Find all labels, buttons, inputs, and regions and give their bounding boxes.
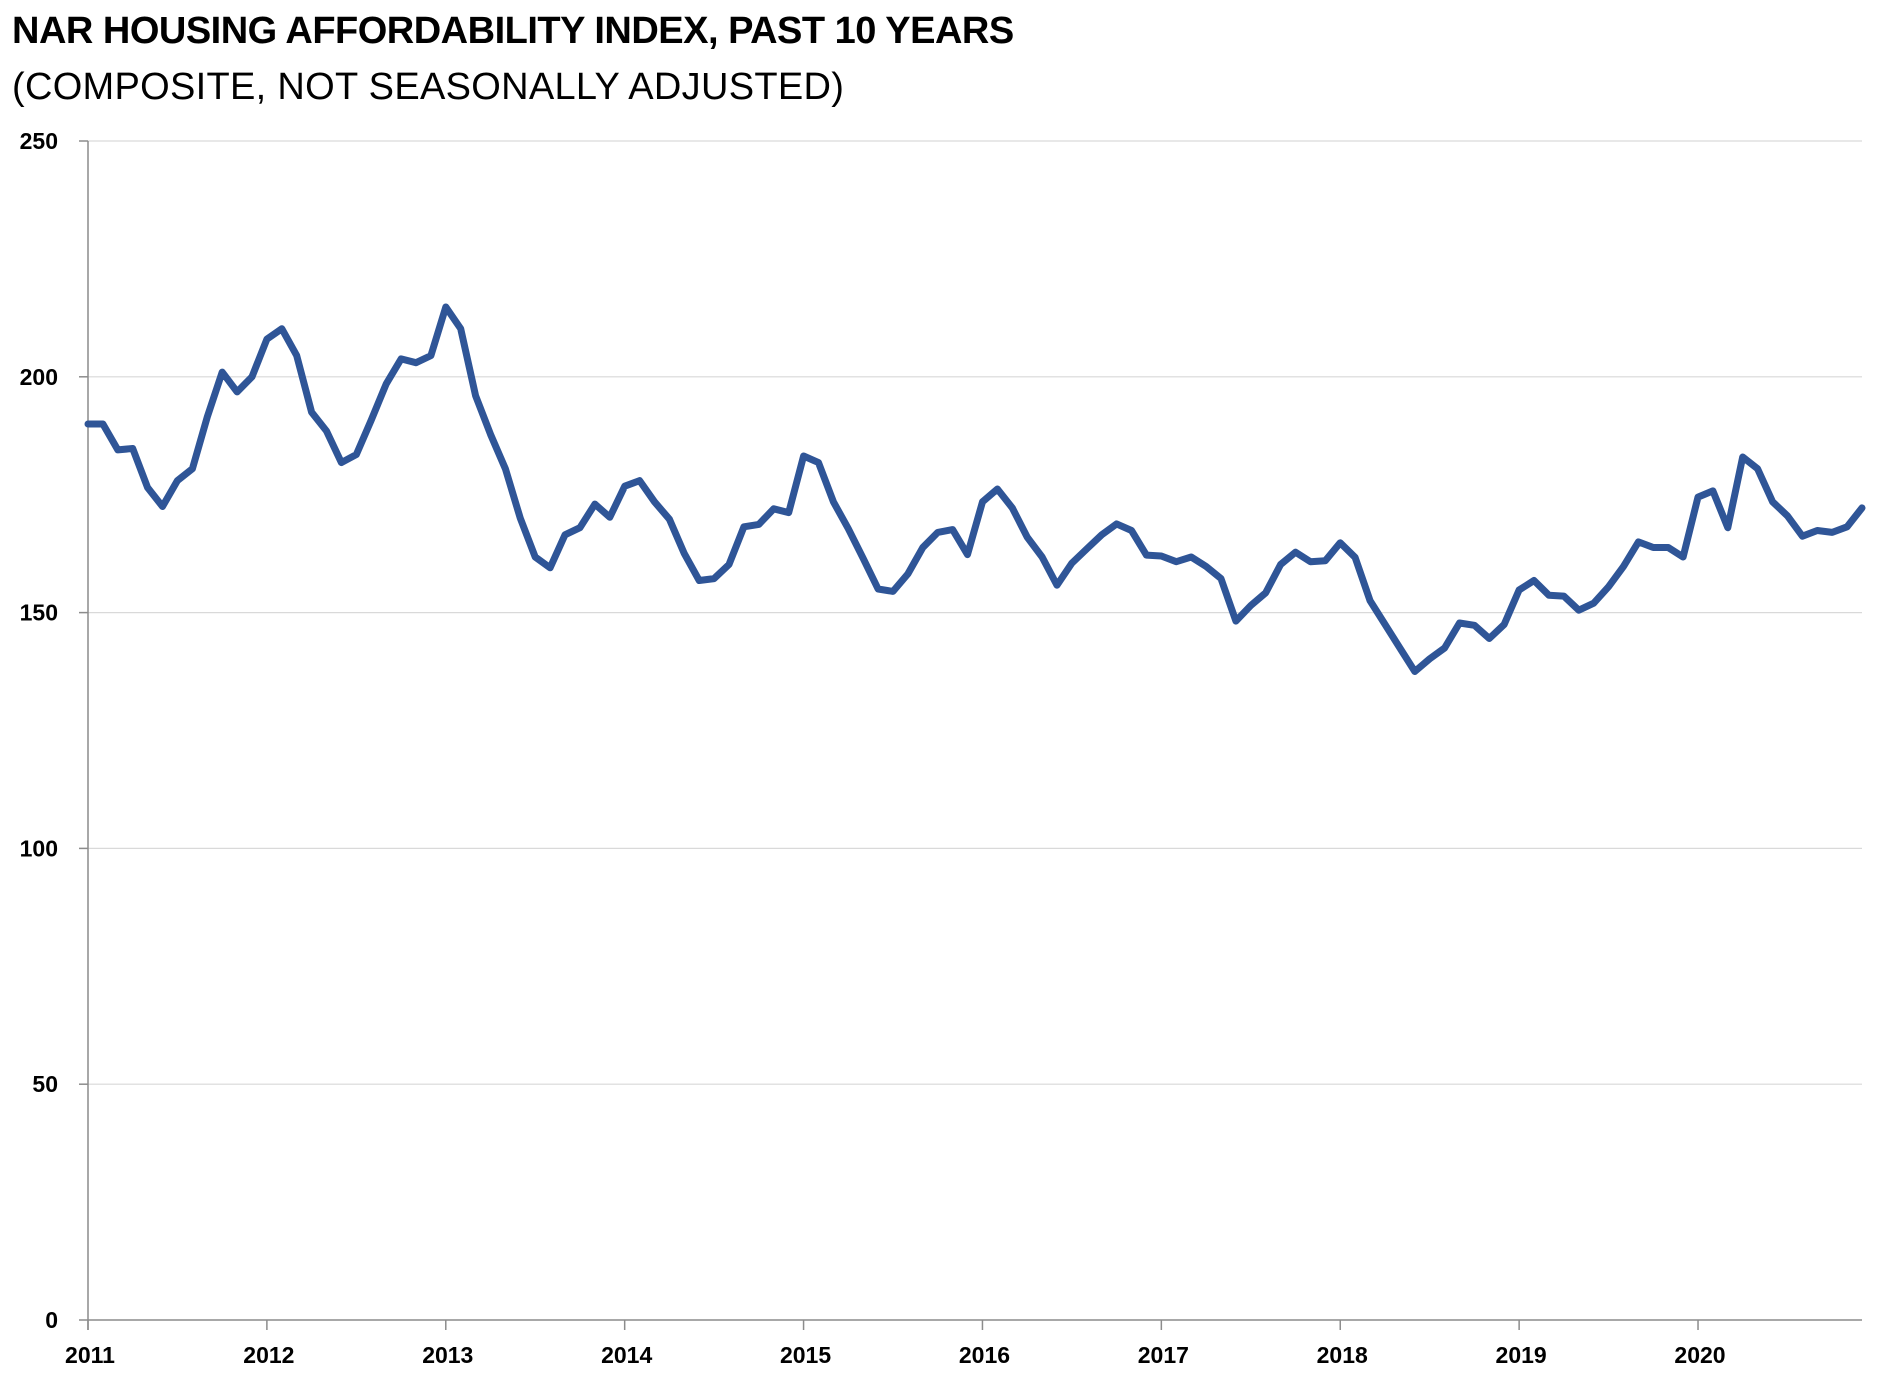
chart-subtitle: (COMPOSITE, NOT SEASONALLY ADJUSTED) xyxy=(12,66,845,108)
x-tick-label: 2015 xyxy=(780,1342,831,1368)
series-layer xyxy=(84,303,1866,675)
y-tick-label: 150 xyxy=(20,600,58,626)
x-tick-label: 2018 xyxy=(1317,1342,1368,1368)
x-tick-label: 2020 xyxy=(1674,1342,1725,1368)
x-tick-label: 2016 xyxy=(959,1342,1010,1368)
y-tick-label: 0 xyxy=(45,1307,58,1333)
gridlines xyxy=(88,140,1862,1085)
y-tick-label: 50 xyxy=(32,1071,58,1097)
y-tick-label: 200 xyxy=(20,364,58,390)
x-tick-label: 2014 xyxy=(601,1342,652,1368)
x-tick-label: 2019 xyxy=(1496,1342,1547,1368)
x-tick-label: 2013 xyxy=(422,1342,473,1368)
x-tick-label: 2011 xyxy=(65,1342,115,1368)
series-line xyxy=(84,303,1866,675)
y-tick-label: 100 xyxy=(20,835,58,861)
x-tick-label: 2017 xyxy=(1138,1342,1189,1368)
axes xyxy=(79,140,1862,1330)
chart-title: NAR HOUSING AFFORDABILITY INDEX, PAST 10… xyxy=(12,10,1014,52)
tick-labels: 0 50 100 150 200 250 2011 2012 2013 2014 2015 2016 2… xyxy=(20,128,1726,1368)
y-tick-label: 250 xyxy=(20,128,58,154)
x-tick-label: 2012 xyxy=(243,1342,294,1368)
